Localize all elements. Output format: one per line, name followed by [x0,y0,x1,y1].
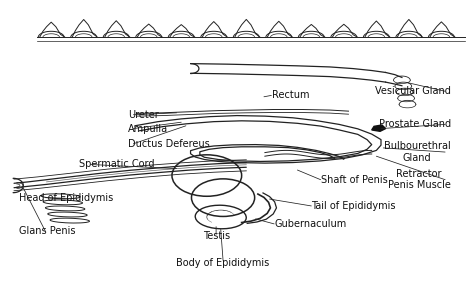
Text: Rectum: Rectum [272,91,310,100]
Text: Ureter: Ureter [128,110,159,120]
Text: Glans Penis: Glans Penis [18,226,75,236]
Text: Gubernaculum: Gubernaculum [274,219,346,229]
Text: Testis: Testis [202,231,230,241]
Text: Shaft of Penis: Shaft of Penis [320,175,387,185]
Text: Body of Epididymis: Body of Epididymis [176,257,270,268]
Text: Bulbourethral
Gland: Bulbourethral Gland [384,141,451,163]
Text: Tail of Epididymis: Tail of Epididymis [311,201,396,211]
Text: Prostate Gland: Prostate Gland [379,119,451,129]
Text: Spermatic Cord: Spermatic Cord [79,160,155,169]
Text: Vesicular Gland: Vesicular Gland [375,86,451,96]
Text: Retractor
Penis Muscle: Retractor Penis Muscle [388,169,451,190]
Polygon shape [372,125,386,131]
Text: Ductus Defereus: Ductus Defereus [128,139,210,149]
Text: Head of Epididymis: Head of Epididymis [18,193,113,203]
Text: Ampulla: Ampulla [128,124,168,134]
